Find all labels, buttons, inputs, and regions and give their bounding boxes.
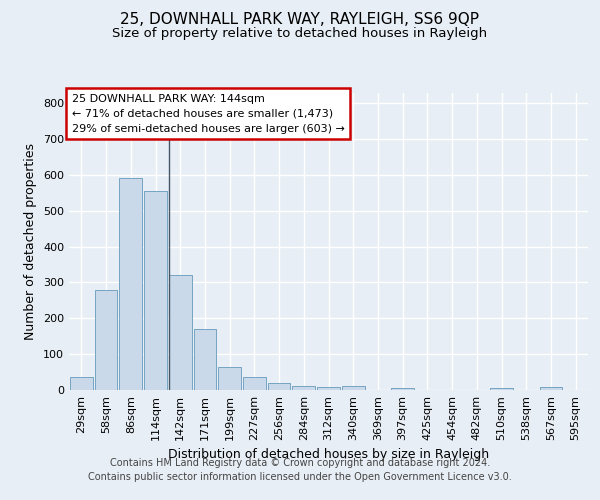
X-axis label: Distribution of detached houses by size in Rayleigh: Distribution of detached houses by size … — [168, 448, 489, 462]
Text: 25, DOWNHALL PARK WAY, RAYLEIGH, SS6 9QP: 25, DOWNHALL PARK WAY, RAYLEIGH, SS6 9QP — [121, 12, 479, 28]
Bar — [194, 329, 216, 390]
Text: 25 DOWNHALL PARK WAY: 144sqm
← 71% of detached houses are smaller (1,473)
29% of: 25 DOWNHALL PARK WAY: 144sqm ← 71% of de… — [71, 94, 344, 134]
Bar — [169, 276, 191, 390]
Text: Size of property relative to detached houses in Rayleigh: Size of property relative to detached ho… — [112, 28, 488, 40]
Bar — [391, 388, 414, 390]
Y-axis label: Number of detached properties: Number of detached properties — [25, 143, 37, 340]
Bar — [342, 386, 365, 390]
Bar — [490, 388, 513, 390]
Text: Contains HM Land Registry data © Crown copyright and database right 2024.: Contains HM Land Registry data © Crown c… — [110, 458, 490, 468]
Bar — [119, 178, 142, 390]
Bar — [218, 368, 241, 390]
Text: Contains public sector information licensed under the Open Government Licence v3: Contains public sector information licen… — [88, 472, 512, 482]
Bar — [317, 387, 340, 390]
Bar — [292, 386, 315, 390]
Bar — [539, 388, 562, 390]
Bar — [95, 290, 118, 390]
Bar — [268, 383, 290, 390]
Bar — [70, 376, 93, 390]
Bar — [243, 376, 266, 390]
Bar — [144, 191, 167, 390]
